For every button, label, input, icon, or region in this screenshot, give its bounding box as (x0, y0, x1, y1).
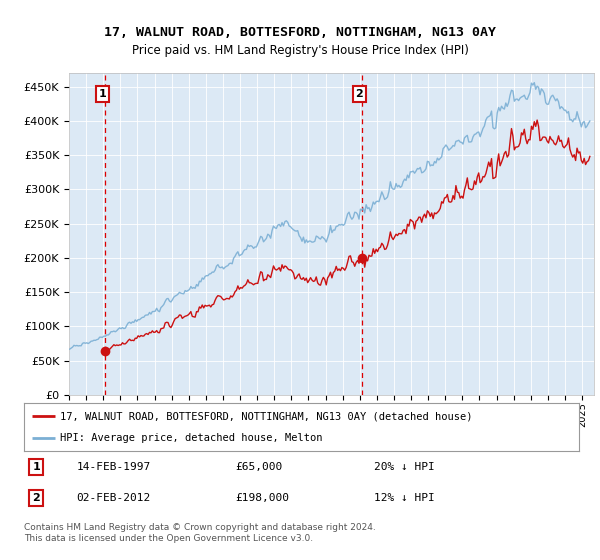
Text: Contains HM Land Registry data © Crown copyright and database right 2024.
This d: Contains HM Land Registry data © Crown c… (24, 524, 376, 543)
Text: 2: 2 (355, 89, 363, 99)
Text: 17, WALNUT ROAD, BOTTESFORD, NOTTINGHAM, NG13 0AY (detached house): 17, WALNUT ROAD, BOTTESFORD, NOTTINGHAM,… (60, 411, 473, 421)
Text: £198,000: £198,000 (235, 493, 289, 503)
Text: 1: 1 (32, 462, 40, 472)
Text: HPI: Average price, detached house, Melton: HPI: Average price, detached house, Melt… (60, 433, 323, 443)
Text: 17, WALNUT ROAD, BOTTESFORD, NOTTINGHAM, NG13 0AY: 17, WALNUT ROAD, BOTTESFORD, NOTTINGHAM,… (104, 26, 496, 39)
Text: 02-FEB-2012: 02-FEB-2012 (77, 493, 151, 503)
Text: 20% ↓ HPI: 20% ↓ HPI (374, 462, 434, 472)
Text: 1: 1 (99, 89, 107, 99)
Text: Price paid vs. HM Land Registry's House Price Index (HPI): Price paid vs. HM Land Registry's House … (131, 44, 469, 57)
Text: 12% ↓ HPI: 12% ↓ HPI (374, 493, 434, 503)
Text: £65,000: £65,000 (235, 462, 282, 472)
Text: 2: 2 (32, 493, 40, 503)
Text: 14-FEB-1997: 14-FEB-1997 (77, 462, 151, 472)
